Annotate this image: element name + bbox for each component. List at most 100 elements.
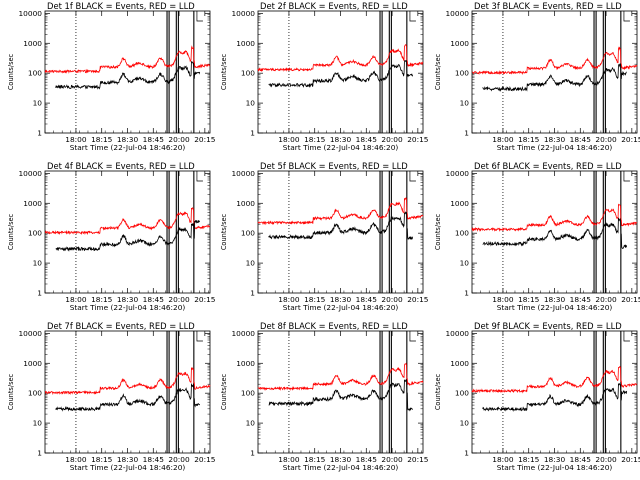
x-tick-label: 18:45 bbox=[356, 295, 378, 304]
x-tick-label: 20:15 bbox=[621, 455, 640, 464]
x-axis-label: Start Time (22-Jul-04 18:46:20) bbox=[497, 143, 613, 152]
x-tick-label: 18:15 bbox=[304, 455, 326, 464]
y-tick-label: 10 bbox=[460, 259, 470, 268]
y-tick-label: 1000 bbox=[236, 199, 255, 208]
x-tick-label: 20:00 bbox=[595, 455, 617, 464]
x-tick-label: 18:15 bbox=[518, 135, 540, 144]
corner-marker bbox=[409, 331, 416, 342]
panel-title: Det 8f BLACK = Events, RED = LLD bbox=[260, 321, 408, 331]
y-axis-label: Counts/sec bbox=[220, 213, 228, 250]
x-tick-label: 20:15 bbox=[407, 295, 429, 304]
y-tick-label: 100 bbox=[241, 229, 255, 238]
y-tick-label: 1 bbox=[250, 289, 255, 298]
panel-5: Det 5f BLACK = Events, RED = LLD 1 10 100 10… bbox=[220, 161, 429, 312]
x-tick-label: 18:15 bbox=[518, 455, 540, 464]
y-tick-label: 10000 bbox=[18, 329, 42, 338]
x-axis-label: Start Time (22-Jul-04 18:46:20) bbox=[283, 303, 399, 312]
series-events-line bbox=[55, 219, 201, 252]
x-tick-label: 18:15 bbox=[518, 295, 540, 304]
corner-marker bbox=[623, 171, 630, 182]
corner-marker bbox=[409, 171, 416, 182]
x-tick-label: 18:15 bbox=[304, 295, 326, 304]
series-events-line bbox=[482, 383, 628, 412]
y-tick-label: 10 bbox=[460, 419, 470, 428]
corner-marker bbox=[196, 331, 203, 342]
series-lld-line bbox=[44, 207, 211, 236]
x-tick-label: 20:00 bbox=[168, 295, 190, 304]
panel-3: Det 3f BLACK = Events, RED = LLD 1 10 100 10… bbox=[434, 1, 640, 152]
y-tick-label: 10000 bbox=[231, 169, 255, 178]
y-axis-label: Counts/sec bbox=[7, 213, 15, 250]
x-tick-label: 18:30 bbox=[544, 295, 566, 304]
y-tick-label: 100 bbox=[455, 389, 469, 398]
panel-title: Det 5f BLACK = Events, RED = LLD bbox=[260, 161, 408, 171]
x-axis-label: Start Time (22-Jul-04 18:46:20) bbox=[70, 463, 186, 472]
x-axis-label: Start Time (22-Jul-04 18:46:20) bbox=[497, 463, 613, 472]
plot-frame bbox=[257, 10, 424, 134]
y-tick-label: 10 bbox=[246, 419, 256, 428]
x-tick-label: 18:00 bbox=[278, 135, 300, 144]
x-tick-label: 18:45 bbox=[143, 295, 165, 304]
y-tick-label: 10 bbox=[246, 259, 256, 268]
series-lld-line bbox=[44, 45, 211, 74]
y-tick-label: 100 bbox=[28, 389, 42, 398]
x-tick-label: 18:45 bbox=[570, 455, 592, 464]
x-tick-label: 18:00 bbox=[492, 135, 514, 144]
x-tick-label: 18:30 bbox=[117, 135, 139, 144]
x-tick-label: 18:15 bbox=[91, 455, 113, 464]
x-tick-label: 20:00 bbox=[381, 455, 403, 464]
series-lld-line bbox=[257, 362, 424, 391]
y-tick-label: 1 bbox=[250, 129, 255, 138]
plot-frame bbox=[471, 330, 638, 454]
x-axis-label: Start Time (22-Jul-04 18:46:20) bbox=[283, 143, 399, 152]
x-tick-label: 20:00 bbox=[381, 295, 403, 304]
panel-4: Det 4f BLACK = Events, RED = LLD 1 10 100 10… bbox=[7, 161, 216, 312]
y-tick-label: 100 bbox=[455, 229, 469, 238]
panel-8: Det 8f BLACK = Events, RED = LLD 1 10 100 10… bbox=[220, 321, 429, 472]
y-tick-label: 1000 bbox=[236, 39, 255, 48]
x-tick-label: 18:45 bbox=[143, 455, 165, 464]
y-tick-label: 100 bbox=[28, 69, 42, 78]
x-tick-label: 20:15 bbox=[621, 295, 640, 304]
x-tick-label: 18:15 bbox=[91, 295, 113, 304]
y-tick-label: 10 bbox=[246, 99, 256, 108]
series-events-line bbox=[268, 379, 413, 412]
y-axis-label: Counts/sec bbox=[434, 373, 442, 410]
y-tick-label: 1 bbox=[37, 449, 42, 458]
panel-title: Det 4f BLACK = Events, RED = LLD bbox=[47, 161, 195, 171]
series-lld-line bbox=[257, 197, 424, 226]
plot-frame bbox=[44, 330, 211, 454]
x-tick-label: 20:00 bbox=[595, 135, 617, 144]
series-lld-line bbox=[44, 367, 211, 395]
y-tick-label: 10000 bbox=[18, 169, 42, 178]
y-tick-label: 1000 bbox=[450, 199, 469, 208]
x-tick-label: 20:15 bbox=[407, 455, 429, 464]
x-tick-label: 18:00 bbox=[278, 295, 300, 304]
y-tick-label: 1 bbox=[37, 289, 42, 298]
series-lld-line bbox=[471, 366, 638, 394]
x-tick-label: 18:15 bbox=[304, 135, 326, 144]
x-axis-label: Start Time (22-Jul-04 18:46:20) bbox=[497, 303, 613, 312]
x-tick-label: 20:15 bbox=[621, 135, 640, 144]
plot-frame bbox=[471, 170, 638, 294]
corner-marker bbox=[623, 331, 630, 342]
corner-marker bbox=[623, 11, 630, 22]
x-tick-label: 18:00 bbox=[65, 455, 87, 464]
x-tick-label: 20:15 bbox=[194, 455, 216, 464]
panel-title: Det 2f BLACK = Events, RED = LLD bbox=[260, 1, 408, 11]
panel-title: Det 9f BLACK = Events, RED = LLD bbox=[474, 321, 622, 331]
y-tick-label: 1000 bbox=[23, 39, 42, 48]
y-tick-label: 10000 bbox=[445, 329, 469, 338]
y-tick-label: 10 bbox=[460, 99, 470, 108]
x-tick-label: 18:45 bbox=[570, 135, 592, 144]
y-tick-label: 100 bbox=[455, 69, 469, 78]
y-axis-label: Counts/sec bbox=[7, 373, 15, 410]
y-tick-label: 10000 bbox=[231, 329, 255, 338]
x-tick-label: 18:45 bbox=[356, 455, 378, 464]
series-lld-line bbox=[257, 44, 424, 73]
x-tick-label: 18:45 bbox=[356, 135, 378, 144]
series-lld-line bbox=[471, 46, 638, 76]
y-tick-label: 100 bbox=[241, 69, 255, 78]
panel-2: Det 2f BLACK = Events, RED = LLD 1 10 100 10… bbox=[220, 1, 429, 152]
